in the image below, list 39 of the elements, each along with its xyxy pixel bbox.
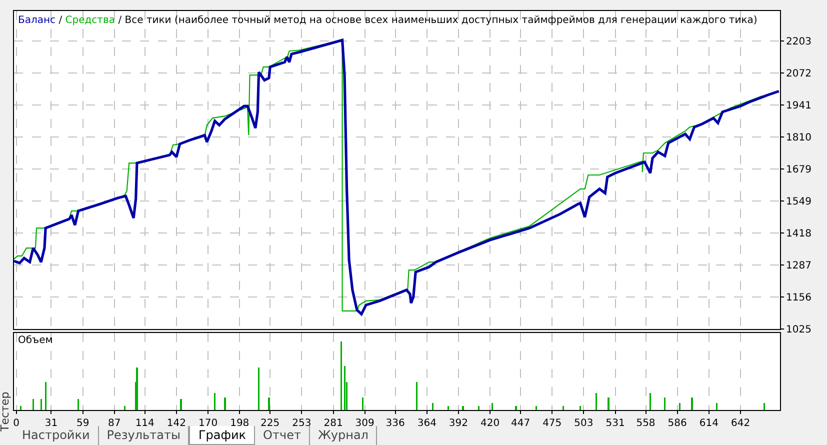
- x-tick-label: 364: [417, 418, 436, 429]
- y-tick-label: 1156: [786, 292, 812, 304]
- y-tick-label: 1810: [786, 132, 812, 144]
- text: Тестер: [0, 392, 12, 432]
- x-tick-label: 87: [108, 418, 121, 429]
- x-tick-label: 253: [292, 418, 312, 429]
- x-tick-label: 475: [542, 418, 562, 429]
- y-tick-label: 2203: [786, 36, 812, 48]
- x-tick-label: 281: [324, 418, 343, 429]
- x-tick-label: 225: [260, 418, 280, 429]
- x-tick-label: 642: [730, 418, 750, 429]
- x-tick-label: 309: [355, 418, 374, 429]
- y-tick-label: 1418: [786, 228, 812, 240]
- x-tick-label: 142: [166, 418, 186, 429]
- x-tick-label: 59: [76, 418, 90, 429]
- y-tick-label: 1287: [786, 260, 812, 272]
- x-tick-label: 0: [13, 418, 20, 429]
- text: Журнал: [310, 426, 378, 445]
- x-tick-label: 392: [448, 418, 468, 429]
- y-tick-label: 1941: [786, 100, 812, 112]
- x-tick-label: 420: [480, 418, 500, 429]
- text: Настройки: [22, 428, 90, 442]
- x-tick-label: 531: [606, 418, 625, 429]
- chart-title: Баланс / Средства / Все тики (наиболее точный метод на основе всех наименьших доступных таймфреймов для генерации каждого тика): [18, 15, 758, 26]
- x-tick-label: 503: [574, 418, 594, 429]
- x-tick-label: 447: [510, 418, 530, 429]
- y-tick-label: 1025: [786, 324, 812, 336]
- x-tick-label: 558: [636, 418, 656, 429]
- x-tick-label: 114: [135, 418, 154, 429]
- x-tick-label: 586: [668, 418, 687, 429]
- x-tick-label: 614: [699, 418, 718, 429]
- y-tick-label: 1549: [786, 196, 812, 208]
- x-tick-label: 31: [44, 418, 58, 429]
- y-tick-label: 1679: [786, 164, 812, 176]
- x-tick-label: 336: [386, 418, 405, 429]
- chart-title: Объем: [18, 335, 53, 346]
- text: Отчет: [255, 426, 310, 445]
- y-tick-label: 2072: [786, 68, 812, 80]
- text: Результаты: [98, 426, 190, 445]
